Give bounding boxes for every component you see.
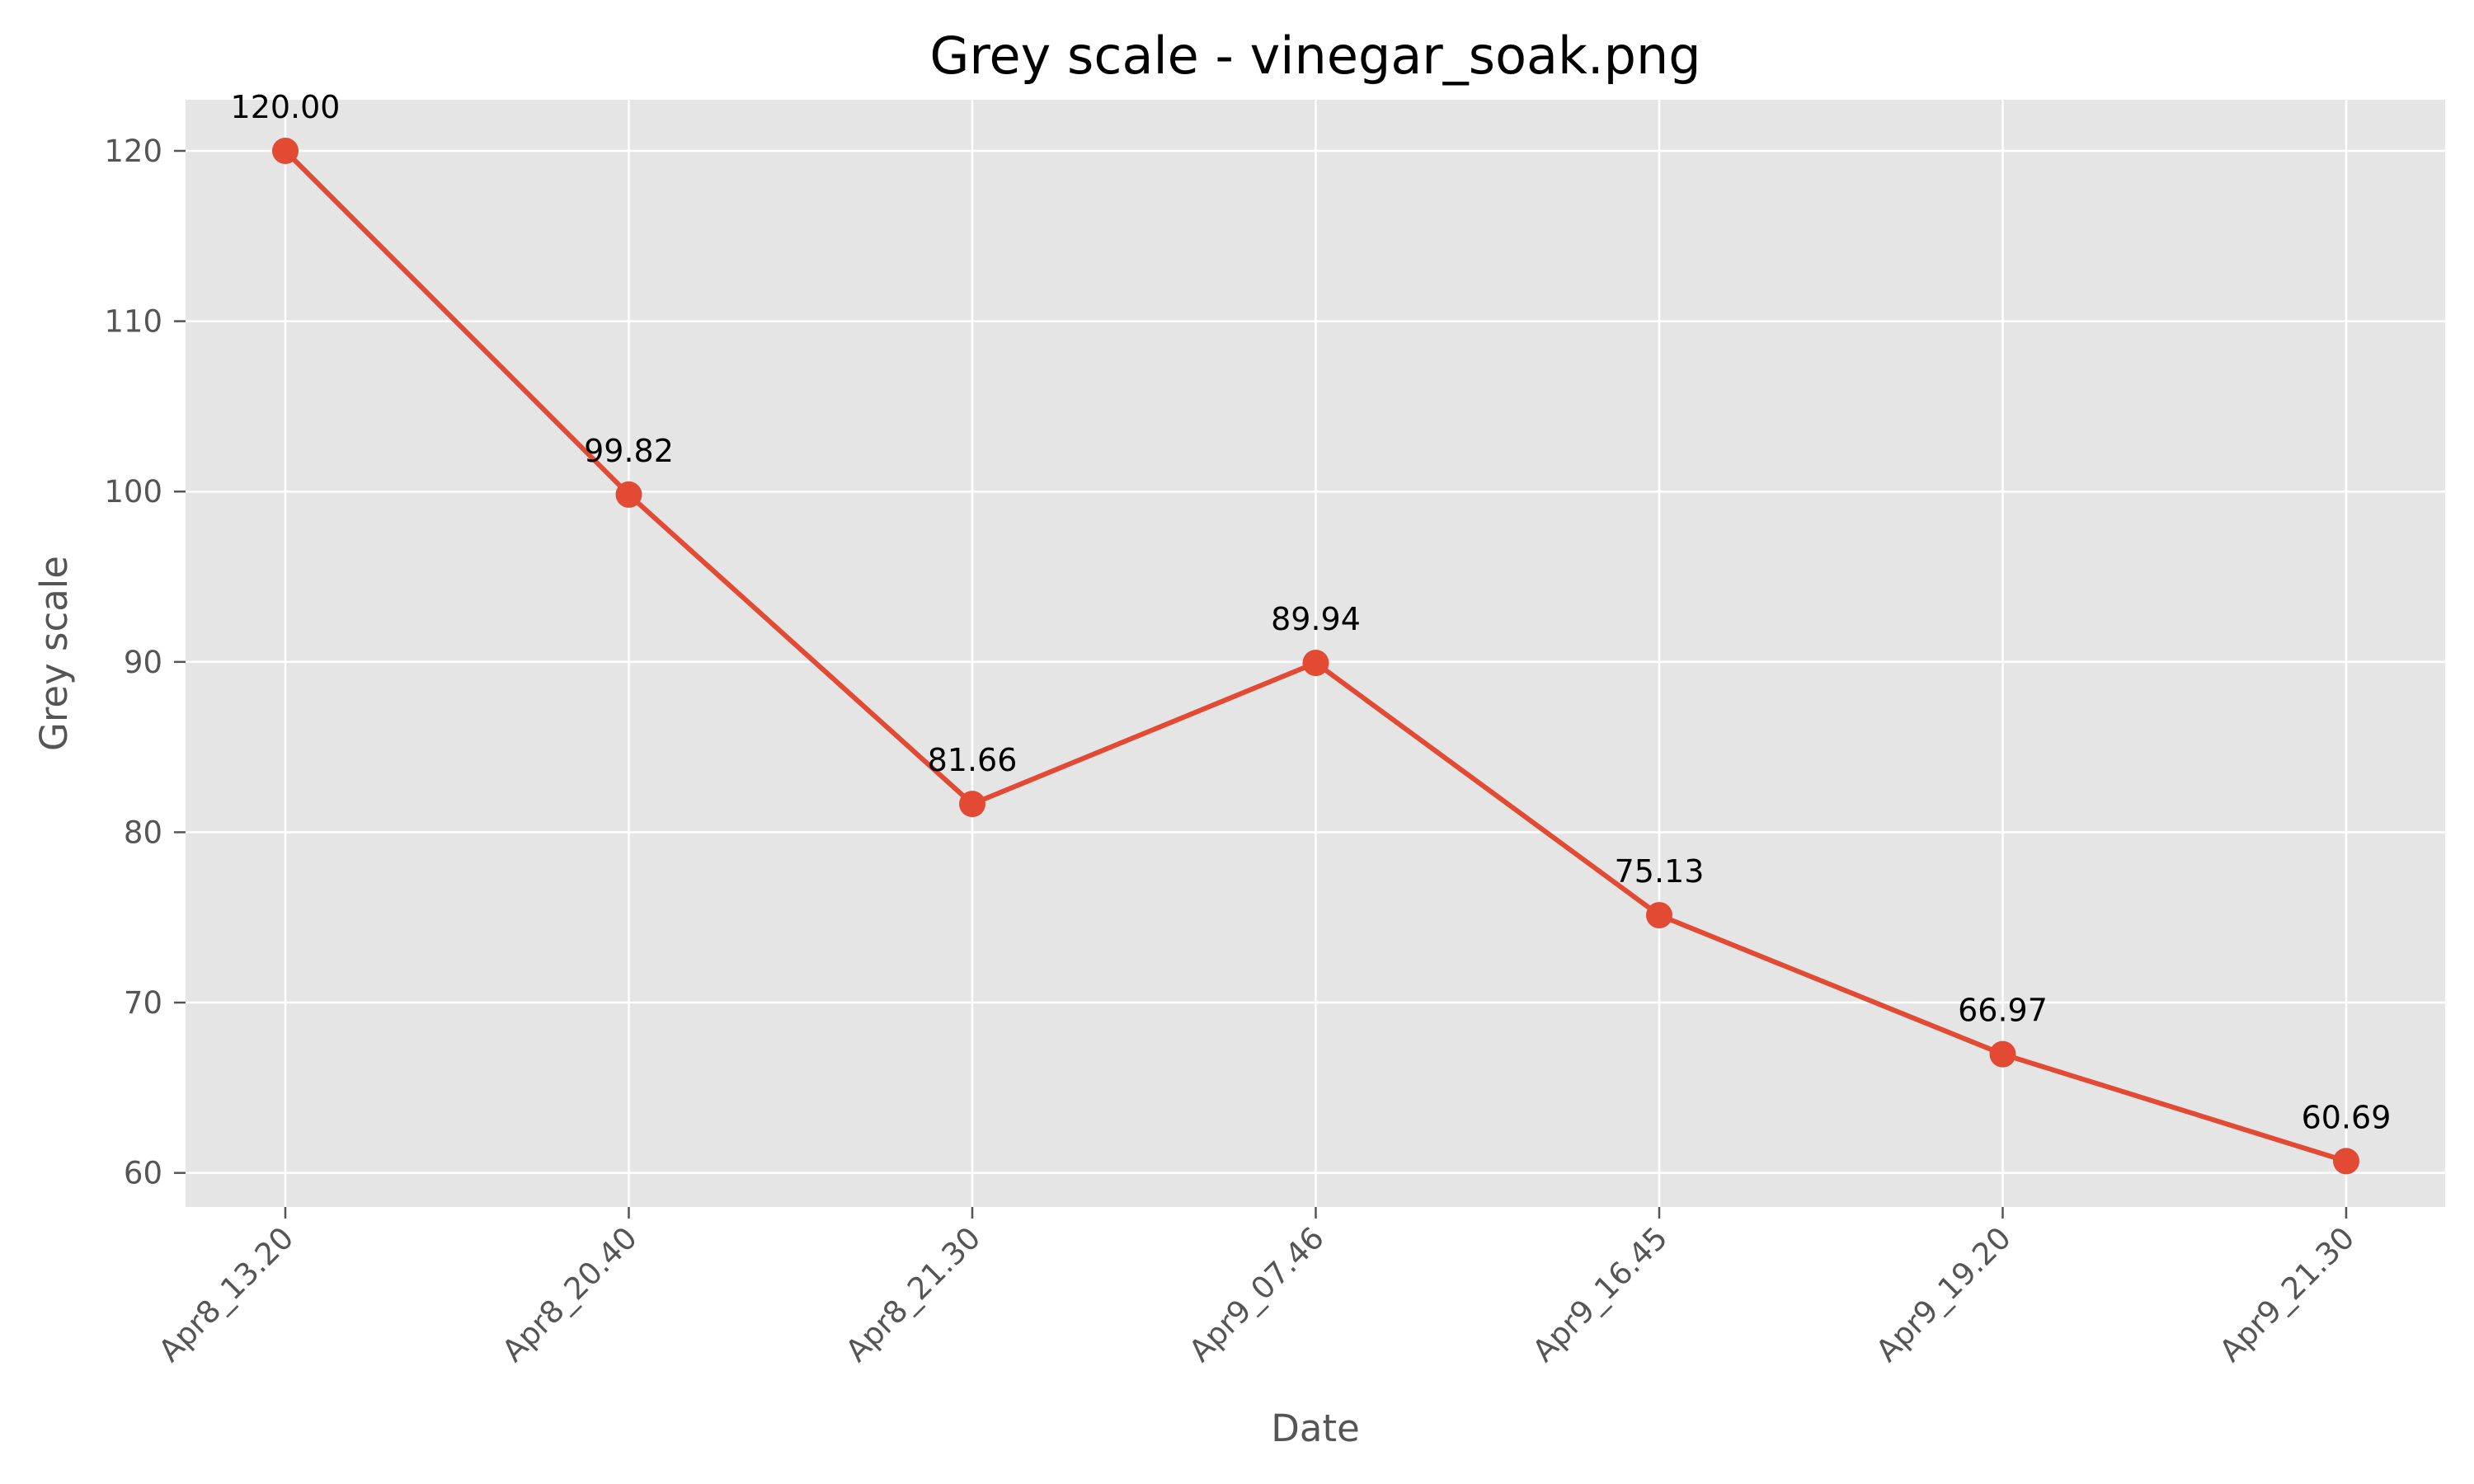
data-point [272, 137, 299, 164]
data-label: 81.66 [928, 742, 1018, 778]
data-label: 99.82 [584, 433, 674, 469]
y-axis-label: Grey scale [32, 556, 76, 751]
data-label: 60.69 [2302, 1099, 2392, 1135]
y-tick-label: 70 [124, 985, 162, 1021]
chart-title: Grey scale - vinegar_soak.png [929, 26, 1700, 86]
data-point [1646, 902, 1672, 929]
x-axis-label: Date [1271, 1407, 1360, 1450]
y-tick-label: 90 [124, 645, 162, 680]
data-label: 75.13 [1615, 853, 1705, 890]
y-tick-label: 110 [104, 304, 162, 340]
data-point [959, 791, 985, 818]
data-point [1989, 1040, 2016, 1068]
data-point [1302, 650, 1329, 677]
series-grey-scale [272, 137, 2359, 1175]
data-label: 66.97 [1958, 993, 2048, 1029]
y-tick-label: 120 [104, 134, 162, 169]
data-label: 89.94 [1271, 601, 1361, 637]
y-tick-label: 80 [124, 815, 162, 850]
y-tick-label: 60 [124, 1156, 162, 1191]
data-label: 120.00 [231, 89, 341, 125]
data-point [615, 481, 642, 508]
y-tick-label: 100 [104, 474, 162, 510]
data-point [2333, 1148, 2359, 1175]
data-labels: 120.00 99.82 81.66 89.94 75.13 66.97 60.69 [231, 89, 2392, 1135]
